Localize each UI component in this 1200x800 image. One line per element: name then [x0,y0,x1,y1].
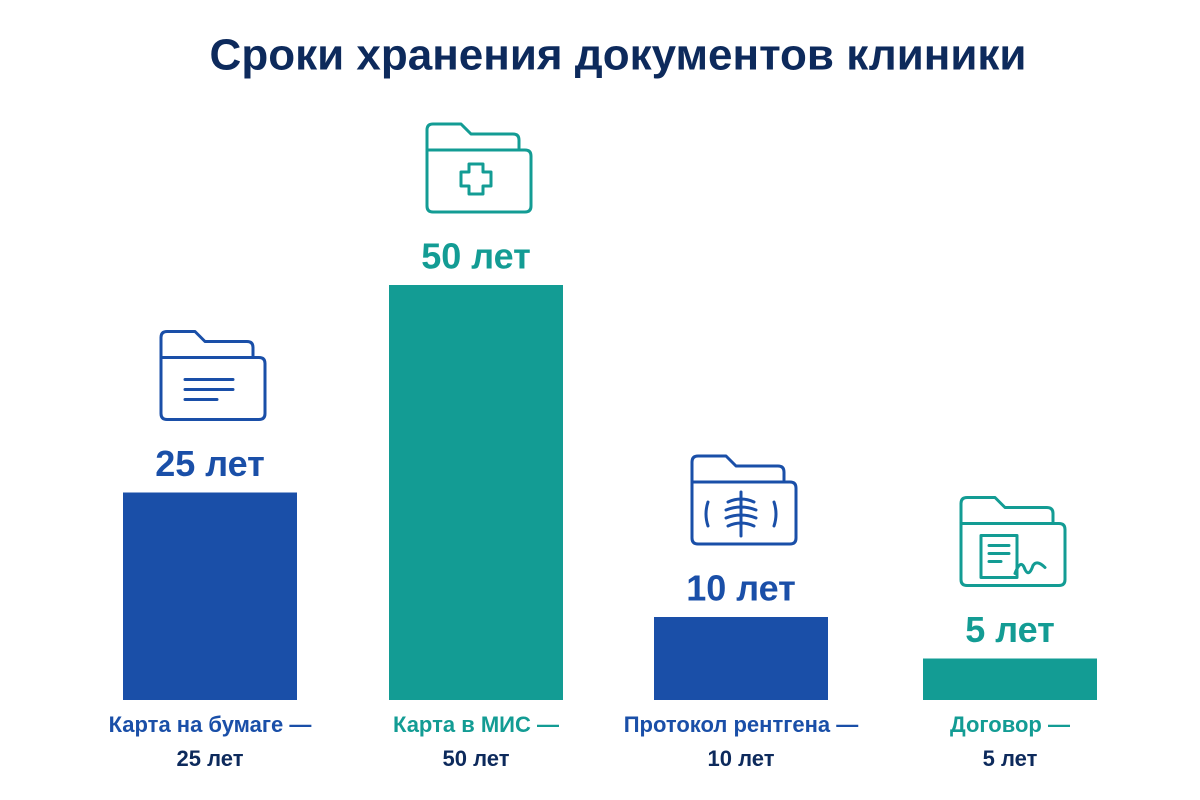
bar [923,658,1097,700]
chart-title: Сроки хранения документов клиники [210,31,1027,80]
folder-front [159,356,267,421]
value-label: 25 лет [155,443,265,484]
x-tick-label: 25 лет [177,746,244,771]
x-tick-label: 50 лет [443,746,510,771]
folder-glyph [459,162,493,196]
folder-front [959,522,1067,587]
folder-front [425,148,533,214]
bar [123,492,297,700]
value-label: 10 лет [686,568,796,609]
x-tick-label: Карта в МИС — [393,712,559,737]
value-label: 5 лет [965,609,1055,650]
folder-icon [425,122,533,214]
folder-back [959,496,1055,579]
x-tick-label: Протокол рентгена — [624,712,859,737]
x-tick-label: Карта на бумаге — [109,712,312,737]
bar [389,285,563,700]
folder-back [159,330,255,413]
folder-icon [159,330,267,421]
folder-glyph [183,378,235,401]
folder-back [690,454,786,538]
value-label: 50 лет [421,236,531,277]
x-tick-label: Договор — [950,712,1070,737]
folder-back [425,122,521,206]
folder-icon [690,454,798,546]
x-tick-label: 5 лет [983,746,1038,771]
x-tick-label: 10 лет [708,746,775,771]
folder-glyph [704,490,778,538]
folder-glyph [979,534,1047,579]
folder-icon [959,496,1067,587]
folder-front [690,480,798,546]
bar [654,617,828,700]
